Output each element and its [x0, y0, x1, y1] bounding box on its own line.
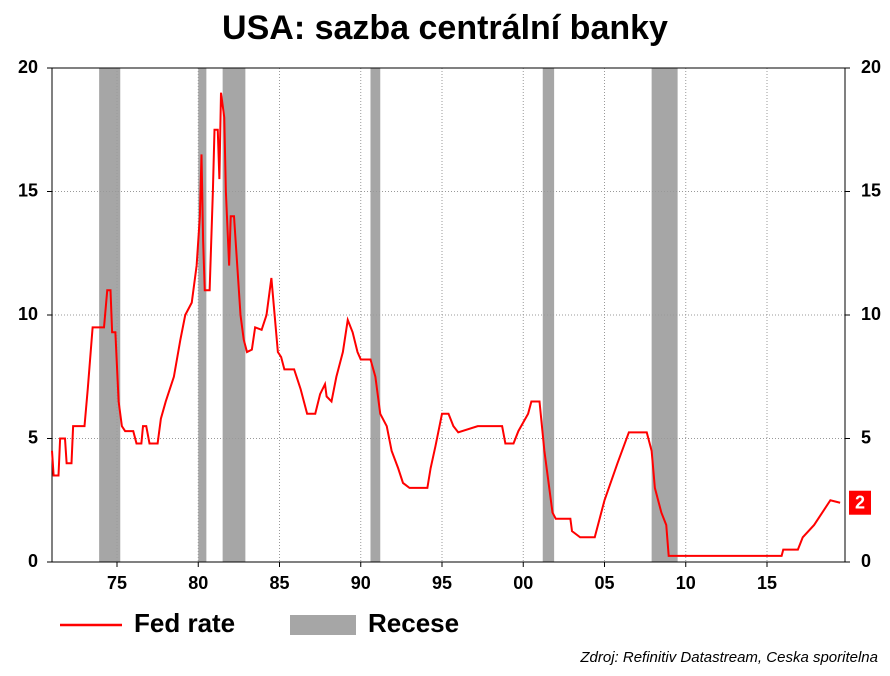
x-tick-label: 90: [351, 573, 371, 593]
recession-band: [542, 68, 555, 562]
y2-tick-label: 5: [861, 427, 871, 447]
y2-tick-label: 20: [861, 57, 881, 77]
x-tick-label: 15: [757, 573, 777, 593]
x-tick-label: 10: [676, 573, 696, 593]
y-tick-label: 20: [18, 57, 38, 77]
legend-label: Recese: [368, 608, 459, 638]
source: Zdroj: Refinitiv Datastream, Ceska spori…: [579, 649, 878, 666]
recession-band: [370, 68, 381, 562]
x-tick-label: 75: [107, 573, 127, 593]
y-tick-label: 0: [28, 551, 38, 571]
y2-tick-label: 15: [861, 180, 881, 200]
line: [51, 92, 841, 557]
end-label-box: [849, 490, 871, 515]
x-tick-label: 85: [269, 573, 289, 593]
x-tick-label: 95: [432, 573, 452, 593]
y-tick-label: 5: [28, 427, 38, 447]
y2-tick-label: 10: [861, 304, 881, 324]
plot-frame: [51, 67, 846, 563]
x-tick-label: 80: [188, 573, 208, 593]
legend-label: Fed rate: [134, 608, 235, 638]
y-tick-label: 10: [18, 304, 38, 324]
legend-swatch: [290, 615, 356, 635]
y2-tick-label: 0: [861, 551, 871, 571]
x-tick-label: 00: [513, 573, 533, 593]
x-tick-label: 05: [594, 573, 614, 593]
chart-title: USA: sazba centrální banky: [222, 9, 668, 47]
end-label: 2: [855, 492, 865, 512]
y-tick-label: 15: [18, 180, 38, 200]
recession-band: [222, 68, 246, 562]
